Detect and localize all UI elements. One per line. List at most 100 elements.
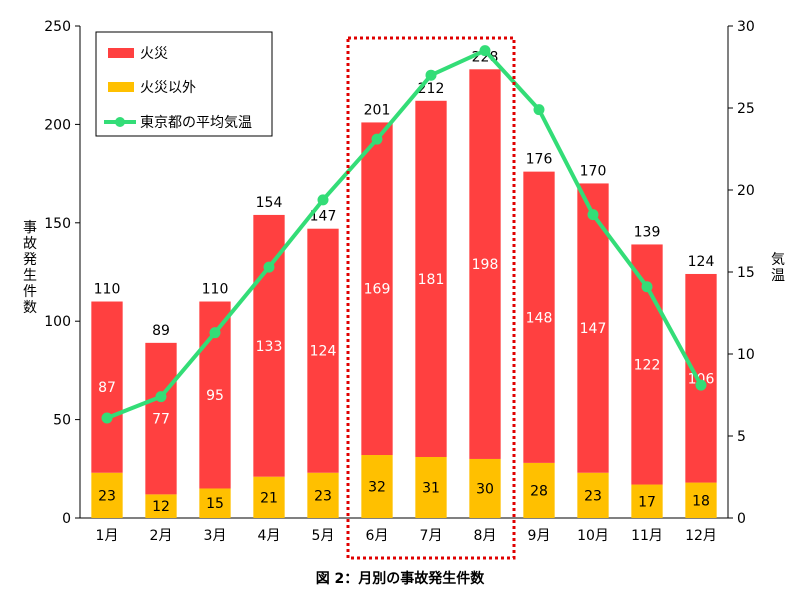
bar-fire <box>523 171 555 463</box>
temperature-point <box>533 104 545 116</box>
temperature-point <box>155 391 167 403</box>
bar-fire <box>415 100 447 457</box>
bar-fire <box>307 228 339 473</box>
label-non-fire: 23 <box>98 488 116 504</box>
label-fire: 148 <box>526 310 553 326</box>
bar-non-fire <box>523 462 555 518</box>
label-fire: 122 <box>634 357 661 373</box>
y-tick-label: 200 <box>44 117 71 133</box>
y-tick-label: 250 <box>44 19 71 35</box>
temperature-point <box>317 194 329 206</box>
label-non-fire: 17 <box>638 494 656 510</box>
x-tick-label: 12月 <box>685 528 717 544</box>
y-axis-title-char: 故 <box>23 236 37 252</box>
label-total: 139 <box>634 224 661 240</box>
temperature-point <box>587 209 599 221</box>
x-tick-label: 7月 <box>420 528 443 544</box>
y-axis-title-char: 生 <box>23 268 37 284</box>
label-non-fire: 28 <box>530 483 548 499</box>
bar-non-fire <box>199 488 231 518</box>
label-fire: 133 <box>256 339 283 355</box>
label-total: 147 <box>310 209 337 225</box>
x-tick-label: 2月 <box>150 528 173 544</box>
temperature-point <box>371 133 383 145</box>
label-fire: 181 <box>418 272 445 288</box>
label-total: 110 <box>94 282 121 298</box>
label-total: 176 <box>526 152 553 168</box>
y2-tick-label: 30 <box>737 19 755 35</box>
labels-group: 23 87 110 12 77 89 15 95 110 21 133 154 23 124 147 32 16… <box>94 49 715 515</box>
label-fire: 169 <box>364 282 391 298</box>
bar-non-fire <box>361 455 393 518</box>
x-tick-label: 6月 <box>366 528 389 544</box>
bar-non-fire <box>145 494 177 518</box>
y2-tick-label: 15 <box>737 265 755 281</box>
y-axis-title-char: 件 <box>23 284 37 300</box>
label-non-fire: 23 <box>584 488 602 504</box>
label-non-fire: 21 <box>260 490 278 506</box>
y2-tick-label: 25 <box>737 101 755 117</box>
legend-swatch-fire <box>108 48 134 58</box>
label-non-fire: 18 <box>692 493 710 509</box>
legend-swatch-temp-point <box>115 117 125 127</box>
x-tick-label: 9月 <box>528 528 551 544</box>
legend-swatch-non-fire <box>108 82 134 92</box>
bar-non-fire <box>415 456 447 518</box>
y-tick-label: 50 <box>53 413 71 429</box>
y-tick-label: 150 <box>44 216 71 232</box>
temperature-point <box>263 261 275 273</box>
legend-label-non-fire: 火災以外 <box>140 80 196 96</box>
x-tick-label: 1月 <box>96 528 119 544</box>
label-fire: 77 <box>152 412 170 428</box>
y2-tick-label: 20 <box>737 183 755 199</box>
label-total: 124 <box>688 254 715 270</box>
bar-non-fire <box>91 472 123 518</box>
x-tick-label: 11月 <box>631 528 663 544</box>
label-total: 154 <box>256 195 283 211</box>
bar-fire <box>253 214 285 477</box>
label-total: 201 <box>364 102 391 118</box>
y2-axis-title-char: 気 <box>771 252 785 268</box>
label-total: 89 <box>152 323 170 339</box>
x-tick-label: 10月 <box>577 528 609 544</box>
temperature-point <box>425 69 437 81</box>
bar-non-fire <box>253 476 285 518</box>
temperature-point <box>479 45 491 57</box>
bar-fire <box>469 69 501 459</box>
legend-label-fire: 火災 <box>140 46 168 62</box>
label-fire: 95 <box>206 388 224 404</box>
y-tick-label: 0 <box>62 511 71 527</box>
chart-caption: 図 2：月別の事故発生件数 <box>316 570 486 587</box>
x-tick-label: 3月 <box>204 528 227 544</box>
x-tick-label: 5月 <box>312 528 335 544</box>
y2-tick-label: 10 <box>737 347 755 363</box>
label-non-fire: 23 <box>314 488 332 504</box>
x-tick-label: 4月 <box>258 528 281 544</box>
bars-group <box>91 69 717 518</box>
temperature-point <box>641 281 653 293</box>
temperature-point <box>695 379 707 391</box>
y2-tick-label: 5 <box>737 429 746 445</box>
label-non-fire: 32 <box>368 480 386 496</box>
bar-non-fire <box>631 484 663 518</box>
label-total: 170 <box>580 163 607 179</box>
highlight-box <box>346 36 516 560</box>
legend-label-temp: 東京都の平均気温 <box>140 115 252 131</box>
y-tick-label: 100 <box>44 314 71 330</box>
label-fire: 198 <box>472 257 499 273</box>
y2-axis-title-char: 温 <box>771 268 785 284</box>
bar-fire <box>145 342 177 495</box>
label-total: 110 <box>202 282 229 298</box>
y-axis-title-char: 事 <box>23 220 37 236</box>
temperature-point <box>101 412 113 424</box>
highlight-group <box>346 36 516 560</box>
y2-tick-label: 0 <box>737 511 746 527</box>
x-tick-label: 8月 <box>474 528 497 544</box>
label-fire: 147 <box>580 321 607 337</box>
label-non-fire: 15 <box>206 496 224 512</box>
axes-group: 0 50 100 150 200 250 0 5 10 15 20 25 30 1月 2月 3月 4月 5月 6月 7… <box>23 19 785 544</box>
label-fire: 124 <box>310 344 337 360</box>
